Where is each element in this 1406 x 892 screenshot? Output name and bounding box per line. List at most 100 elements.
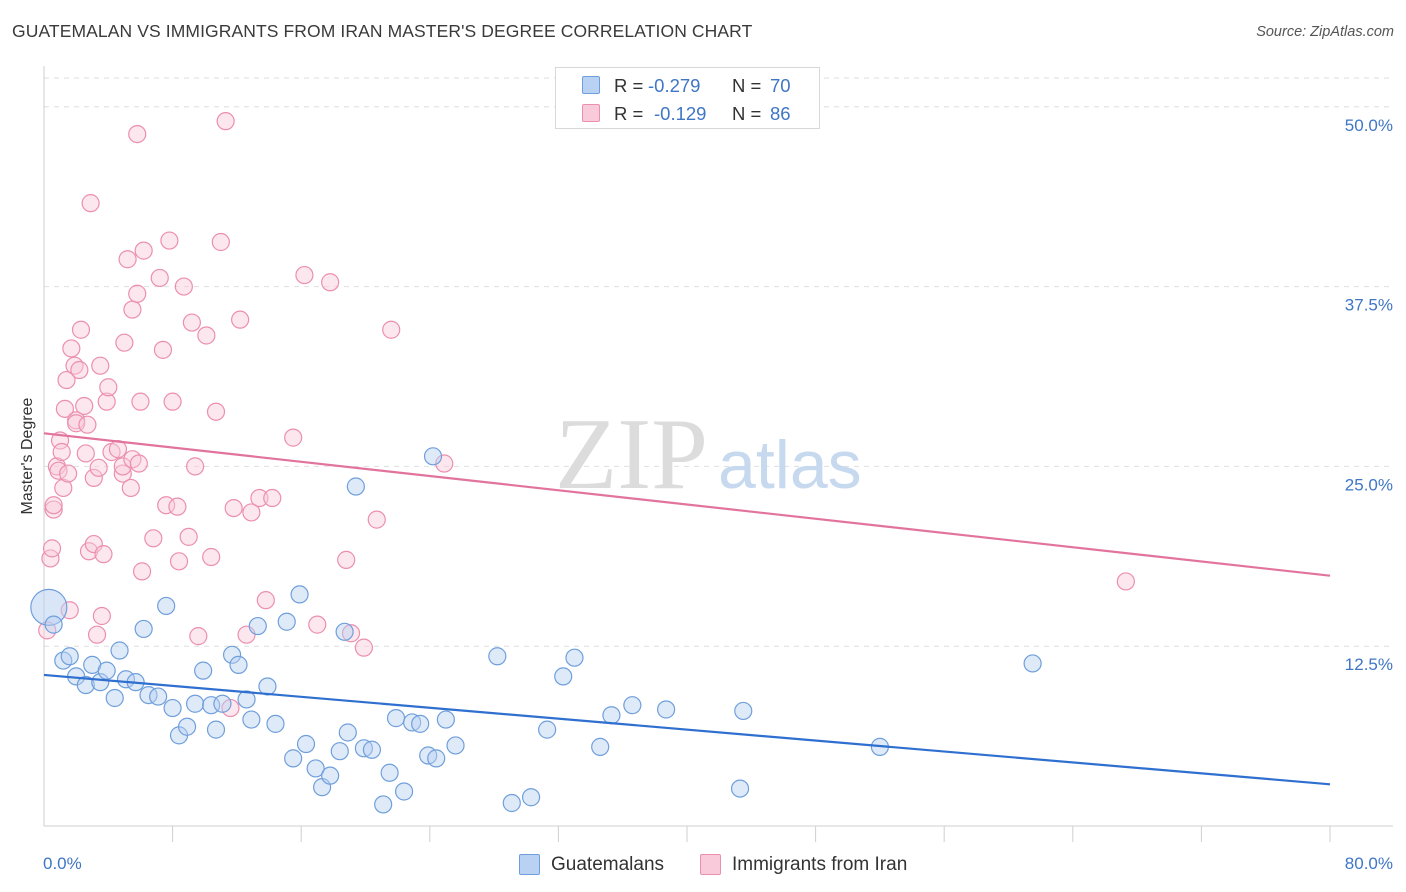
guatemalans-point-65 bbox=[657, 700, 676, 719]
r-value-guatemalans: -0.279 bbox=[648, 75, 701, 96]
iran-point-75 bbox=[308, 615, 327, 634]
trend-line-iran bbox=[43, 432, 1331, 577]
iran-point-79 bbox=[354, 638, 373, 657]
n-value-guatemalans: 70 bbox=[770, 75, 791, 96]
axes bbox=[43, 66, 1393, 842]
guatemalans-point-41 bbox=[338, 723, 357, 742]
iran-point-80 bbox=[367, 510, 386, 529]
guatemalans-point-39 bbox=[330, 742, 349, 761]
guatemalans-point-38 bbox=[321, 766, 340, 785]
watermark-atlas: atlas bbox=[718, 427, 862, 503]
y-tick-label-1: 25.0% bbox=[1345, 475, 1393, 494]
guatemalans-point-44 bbox=[362, 740, 382, 759]
legend-swatch-guatemalans bbox=[519, 854, 540, 875]
iran-point-40 bbox=[123, 300, 142, 319]
x-tick-label-max: 80.0% bbox=[1345, 854, 1393, 873]
guatemalans-point-21 bbox=[194, 661, 213, 680]
watermark-zip: ZIP bbox=[555, 398, 708, 511]
iran-point-52 bbox=[163, 392, 182, 411]
iran-point-45 bbox=[132, 562, 152, 581]
guatemalans-point-56 bbox=[488, 647, 507, 666]
iran-point-55 bbox=[174, 277, 193, 296]
guatemalans-point-31 bbox=[266, 714, 285, 733]
n-label: N = bbox=[732, 103, 762, 124]
iran-point-37 bbox=[118, 250, 137, 269]
iran-point-73 bbox=[284, 428, 303, 447]
iran-point-9 bbox=[54, 478, 73, 498]
guatemalans-point-8 bbox=[97, 661, 116, 680]
guatemalans-point-64 bbox=[623, 696, 642, 715]
guatemalans-point-62 bbox=[591, 737, 610, 756]
iran-point-36 bbox=[115, 333, 134, 352]
legend-label-guatemalans: Guatemalans bbox=[551, 854, 665, 875]
series-iran-points bbox=[38, 112, 1135, 718]
guatemalans-point-57 bbox=[502, 793, 521, 813]
iran-point-78 bbox=[341, 624, 361, 643]
iran-point-66 bbox=[224, 499, 243, 518]
guatemalans-point-45 bbox=[374, 795, 393, 814]
iran-point-67 bbox=[231, 310, 250, 329]
guatemalans-point-23 bbox=[206, 720, 226, 739]
guatemalans-point-34 bbox=[290, 585, 309, 604]
guatemalans-point-48 bbox=[394, 782, 414, 801]
iran-point-21 bbox=[78, 415, 97, 434]
guatemalans-point-14 bbox=[139, 685, 158, 705]
y-tick-label-3: 50.0% bbox=[1345, 116, 1393, 135]
iran-point-27 bbox=[91, 356, 110, 375]
guatemalans-point-33 bbox=[284, 749, 303, 768]
iran-point-54 bbox=[169, 552, 189, 571]
iran-point-53 bbox=[168, 497, 187, 516]
x-tick-label-min: 0.0% bbox=[43, 854, 82, 873]
iran-point-59 bbox=[189, 627, 208, 646]
iran-point-83 bbox=[1116, 572, 1135, 591]
iran-point-70 bbox=[250, 488, 269, 508]
legend-label-iran: Immigrants from Iran bbox=[732, 854, 908, 875]
guatemalans-point-69 bbox=[1023, 654, 1042, 673]
iran-point-18 bbox=[71, 320, 91, 339]
guatemalans-point-52 bbox=[427, 749, 446, 768]
guatemalans-point-60 bbox=[554, 667, 573, 686]
guatemalans-point-40 bbox=[335, 622, 354, 641]
iran-point-10 bbox=[55, 399, 74, 418]
trend-line-guatemalans bbox=[43, 673, 1331, 786]
guatemalans-point-66 bbox=[734, 701, 753, 721]
iran-point-76 bbox=[321, 273, 340, 292]
bottom-legend: Guatemalans Immigrants from Iran bbox=[0, 852, 1406, 878]
guatemalans-point-55 bbox=[423, 447, 443, 466]
guatemalans-point-59 bbox=[538, 720, 557, 739]
guatemalans-point-46 bbox=[380, 763, 399, 782]
iran-point-31 bbox=[99, 378, 118, 397]
iran-swatch bbox=[582, 104, 600, 122]
iran-point-69 bbox=[242, 503, 261, 522]
guatemalans-point-27 bbox=[237, 690, 256, 709]
iran-point-47 bbox=[144, 529, 163, 548]
guatemalans-point-42 bbox=[346, 477, 365, 496]
guatemalans-point-26 bbox=[229, 655, 248, 674]
iran-point-81 bbox=[382, 320, 401, 339]
y-tick-label-2: 37.5% bbox=[1345, 296, 1393, 315]
guatemalans-point-0 bbox=[30, 588, 68, 626]
guatemalans-swatch bbox=[582, 76, 600, 94]
iran-point-19 bbox=[75, 396, 94, 416]
legend-swatch-iran bbox=[700, 854, 721, 875]
guatemalans-point-32 bbox=[277, 612, 296, 631]
iran-point-51 bbox=[160, 231, 179, 250]
guatemalans-point-67 bbox=[730, 779, 750, 798]
guatemalans-point-17 bbox=[163, 698, 182, 718]
guatemalans-point-53 bbox=[436, 710, 455, 729]
iran-point-63 bbox=[211, 232, 230, 252]
guatemalans-point-5 bbox=[76, 675, 95, 695]
iran-point-84 bbox=[89, 458, 108, 477]
guatemalans-point-47 bbox=[386, 709, 406, 728]
guatemalans-point-24 bbox=[213, 694, 232, 713]
iran-point-44 bbox=[128, 125, 147, 144]
iran-point-38 bbox=[121, 478, 140, 498]
iran-point-30 bbox=[97, 392, 116, 411]
guatemalans-point-54 bbox=[446, 736, 465, 755]
iran-point-2 bbox=[42, 539, 62, 558]
guatemalans-point-28 bbox=[242, 710, 261, 729]
iran-point-46 bbox=[134, 241, 153, 260]
y-tick-labels: 12.5% 25.0% 37.5% 50.0% bbox=[1345, 116, 1393, 674]
iran-point-3 bbox=[44, 500, 63, 519]
